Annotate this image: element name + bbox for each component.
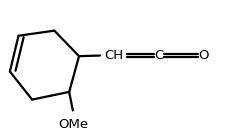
Text: CH: CH [104, 49, 123, 62]
Text: C: C [155, 49, 164, 62]
Text: OMe: OMe [58, 118, 88, 131]
Text: O: O [199, 49, 209, 62]
